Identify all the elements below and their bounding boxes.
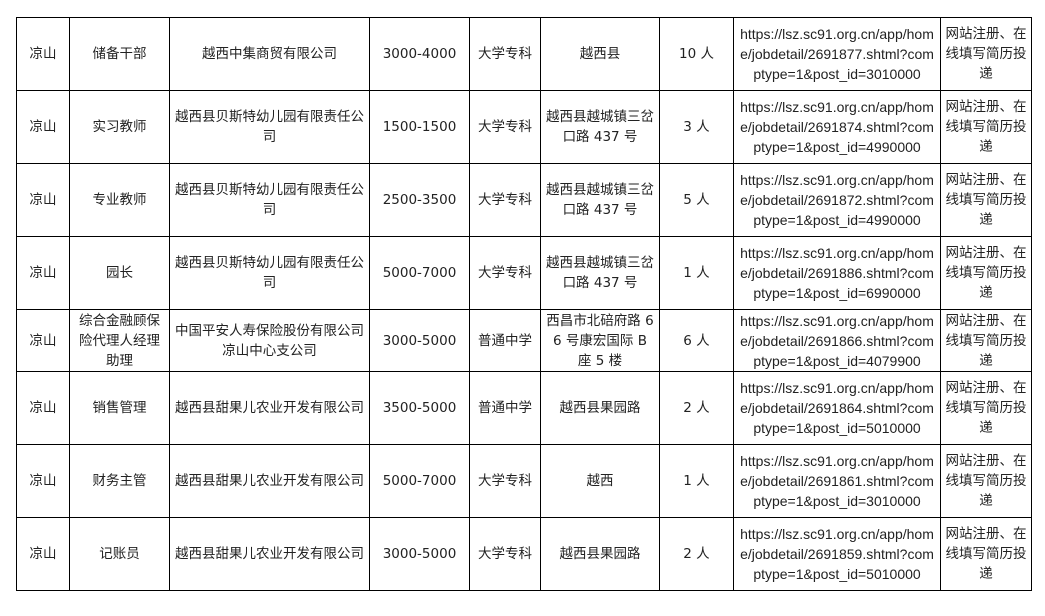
method-cell: 网站注册、在线填写简历投递 (940, 163, 1032, 237)
region-cell: 凉山 (16, 163, 70, 237)
company-cell: 中国平安人寿保险股份有限公司凉山中心支公司 (169, 309, 370, 372)
count-cell: 1 人 (659, 444, 734, 518)
location-cell: 越西县越城镇三岔口路 437 号 (540, 163, 660, 237)
position-cell: 专业教师 (69, 163, 170, 237)
count-cell: 3 人 (659, 90, 734, 164)
salary-cell: 3000-5000 (369, 517, 470, 591)
location-cell: 越西县越城镇三岔口路 437 号 (540, 236, 660, 310)
url-cell[interactable]: https://lsz.sc91.org.cn/app/home/jobdeta… (733, 90, 941, 164)
region-cell: 凉山 (16, 371, 70, 445)
count-cell: 2 人 (659, 371, 734, 445)
url-cell[interactable]: https://lsz.sc91.org.cn/app/home/jobdeta… (733, 444, 941, 518)
education-cell: 大学专科 (469, 90, 541, 164)
url-cell[interactable]: https://lsz.sc91.org.cn/app/home/jobdeta… (733, 17, 941, 91)
position-cell: 记账员 (69, 517, 170, 591)
table-row: 凉山 财务主管 越西县甜果儿农业开发有限公司 5000-7000 大学专科 越西 1 人 ht… (16, 444, 1032, 518)
position-cell: 园长 (69, 236, 170, 310)
salary-cell: 3000-5000 (369, 309, 470, 372)
company-cell: 越西县贝斯特幼儿园有限责任公司 (169, 163, 370, 237)
company-cell: 越西县甜果儿农业开发有限公司 (169, 444, 370, 518)
method-cell: 网站注册、在线填写简历投递 (940, 309, 1032, 372)
location-cell: 越西县 (540, 17, 660, 91)
education-cell: 大学专科 (469, 517, 541, 591)
region-cell: 凉山 (16, 517, 70, 591)
method-cell: 网站注册、在线填写简历投递 (940, 17, 1032, 91)
salary-cell: 3500-5000 (369, 371, 470, 445)
salary-cell: 2500-3500 (369, 163, 470, 237)
location-cell: 西昌市北碚府路 66 号康宏国际 B 座 5 楼 (540, 309, 660, 372)
table-row: 凉山 实习教师 越西县贝斯特幼儿园有限责任公司 1500-1500 大学专科 越西县越城镇… (16, 90, 1032, 164)
salary-cell: 3000-4000 (369, 17, 470, 91)
location-cell: 越西县果园路 (540, 371, 660, 445)
education-cell: 大学专科 (469, 444, 541, 518)
position-cell: 财务主管 (69, 444, 170, 518)
method-cell: 网站注册、在线填写简历投递 (940, 236, 1032, 310)
table-row: 凉山 储备干部 越西中集商贸有限公司 3000-4000 大学专科 越西县 10 人 http… (16, 17, 1032, 91)
location-cell: 越西县越城镇三岔口路 437 号 (540, 90, 660, 164)
url-cell[interactable]: https://lsz.sc91.org.cn/app/home/jobdeta… (733, 371, 941, 445)
position-cell: 实习教师 (69, 90, 170, 164)
table-row: 凉山 记账员 越西县甜果儿农业开发有限公司 3000-5000 大学专科 越西县果园路 2 … (16, 517, 1032, 591)
education-cell: 普通中学 (469, 371, 541, 445)
education-cell: 大学专科 (469, 163, 541, 237)
salary-cell: 1500-1500 (369, 90, 470, 164)
company-cell: 越西县甜果儿农业开发有限公司 (169, 371, 370, 445)
region-cell: 凉山 (16, 444, 70, 518)
count-cell: 1 人 (659, 236, 734, 310)
education-cell: 大学专科 (469, 236, 541, 310)
count-cell: 10 人 (659, 17, 734, 91)
count-cell: 2 人 (659, 517, 734, 591)
salary-cell: 5000-7000 (369, 444, 470, 518)
table-row: 凉山 销售管理 越西县甜果儿农业开发有限公司 3500-5000 普通中学 越西县果园路 2… (16, 371, 1032, 445)
method-cell: 网站注册、在线填写简历投递 (940, 444, 1032, 518)
url-cell[interactable]: https://lsz.sc91.org.cn/app/home/jobdeta… (733, 236, 941, 310)
company-cell: 越西县贝斯特幼儿园有限责任公司 (169, 236, 370, 310)
url-cell[interactable]: https://lsz.sc91.org.cn/app/home/jobdeta… (733, 163, 941, 237)
salary-cell: 5000-7000 (369, 236, 470, 310)
education-cell: 普通中学 (469, 309, 541, 372)
count-cell: 5 人 (659, 163, 734, 237)
table-row: 凉山 园长 越西县贝斯特幼儿园有限责任公司 5000-7000 大学专科 越西县越城镇三岔… (16, 236, 1032, 310)
position-cell: 销售管理 (69, 371, 170, 445)
url-cell[interactable]: https://lsz.sc91.org.cn/app/home/jobdeta… (733, 517, 941, 591)
region-cell: 凉山 (16, 17, 70, 91)
location-cell: 越西县果园路 (540, 517, 660, 591)
region-cell: 凉山 (16, 90, 70, 164)
company-cell: 越西中集商贸有限公司 (169, 17, 370, 91)
education-cell: 大学专科 (469, 17, 541, 91)
company-cell: 越西县贝斯特幼儿园有限责任公司 (169, 90, 370, 164)
job-listing-table: 凉山 储备干部 越西中集商贸有限公司 3000-4000 大学专科 越西县 10 人 http… (16, 17, 1032, 591)
location-cell: 越西 (540, 444, 660, 518)
region-cell: 凉山 (16, 236, 70, 310)
region-cell: 凉山 (16, 309, 70, 372)
url-cell[interactable]: https://lsz.sc91.org.cn/app/home/jobdeta… (733, 309, 941, 372)
position-cell: 综合金融顾保险代理人经理助理 (69, 309, 170, 372)
method-cell: 网站注册、在线填写简历投递 (940, 371, 1032, 445)
method-cell: 网站注册、在线填写简历投递 (940, 90, 1032, 164)
position-cell: 储备干部 (69, 17, 170, 91)
count-cell: 6 人 (659, 309, 734, 372)
table-row: 凉山 专业教师 越西县贝斯特幼儿园有限责任公司 2500-3500 大学专科 越西县越城镇… (16, 163, 1032, 237)
company-cell: 越西县甜果儿农业开发有限公司 (169, 517, 370, 591)
table-row: 凉山 综合金融顾保险代理人经理助理 中国平安人寿保险股份有限公司凉山中心支公司 300… (16, 309, 1032, 372)
method-cell: 网站注册、在线填写简历投递 (940, 517, 1032, 591)
